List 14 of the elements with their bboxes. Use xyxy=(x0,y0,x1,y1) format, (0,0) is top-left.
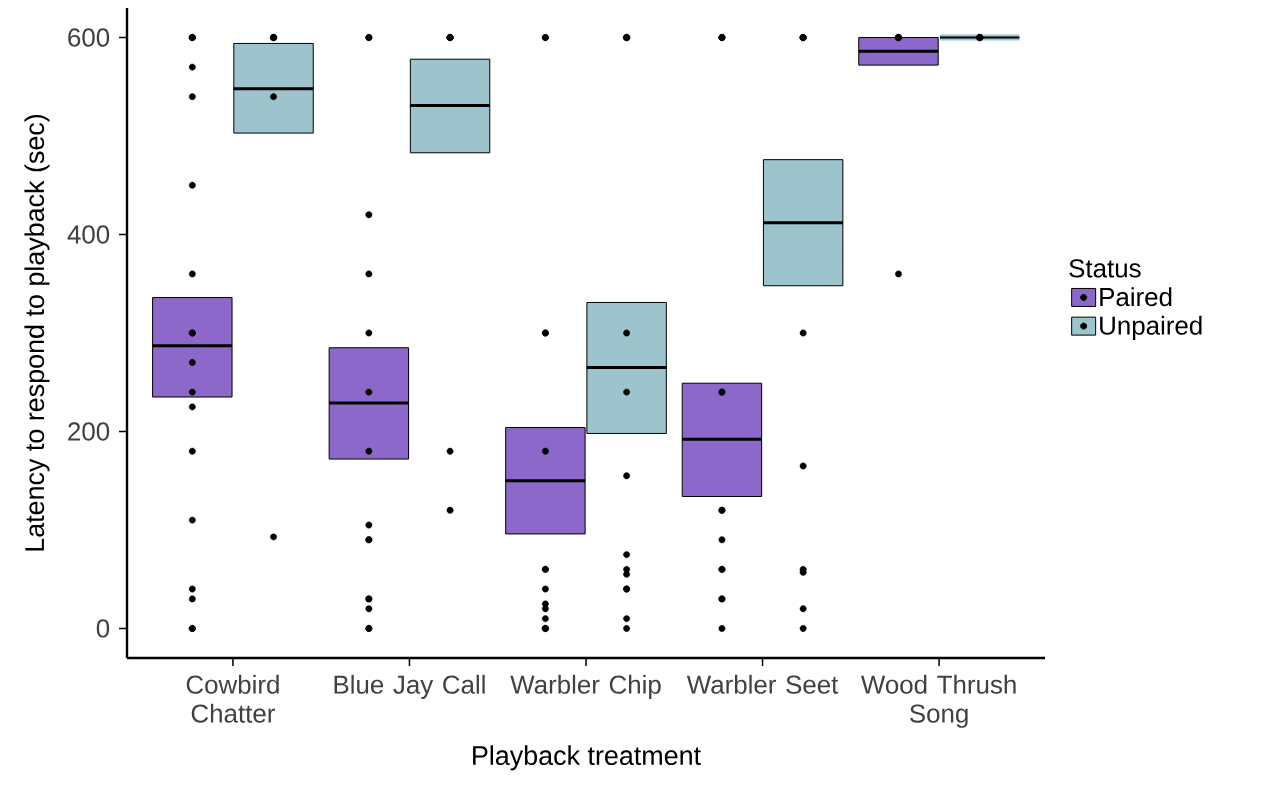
y-tick-label: 600 xyxy=(68,28,110,47)
legend-label: Unpaired xyxy=(1100,315,1202,340)
y-tick-label: 200 xyxy=(68,422,110,441)
x-tick-label: Warbler Seet xyxy=(686,674,839,694)
x-tick-label: Blue Jay Call xyxy=(334,674,485,699)
x-tick-label: Cowbird Chatter xyxy=(186,674,279,723)
legend-label: Paired xyxy=(1100,287,1172,307)
y-tick-label: 400 xyxy=(67,225,110,244)
y-tick-label: 0 xyxy=(96,619,110,638)
x-axis-title: Playback treatment xyxy=(473,745,701,771)
legend-title: Status xyxy=(1069,259,1141,278)
y-axis-title: Latency to respond to playback (sec) xyxy=(24,114,50,551)
x-tick-label: Wood Thrush Song xyxy=(860,674,1016,728)
x-tick-label: Warbler Chip xyxy=(510,674,661,699)
